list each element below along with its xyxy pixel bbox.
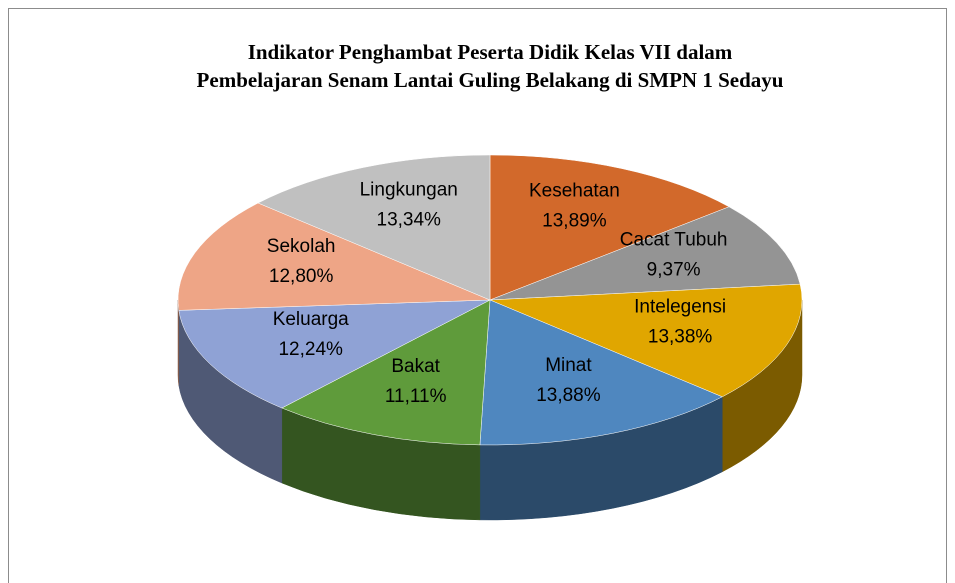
slice-value-label: 13,34%	[377, 210, 442, 231]
slice	[177, 202, 491, 311]
slice-value-label: 11,11%	[385, 386, 447, 407]
slice	[489, 283, 803, 398]
slice	[257, 154, 491, 301]
slice-label: Lingkungan	[360, 180, 458, 201]
slice-label: Bakat	[391, 356, 440, 377]
slice-label: Cacat Tubuh	[620, 229, 728, 250]
slice-label: Sekolah	[267, 236, 336, 257]
chart-frame	[8, 8, 947, 583]
slice-value-label: 13,88%	[536, 385, 601, 406]
slice-label: Minat	[545, 355, 592, 376]
slice	[178, 299, 491, 409]
slice-value-label: 13,38%	[648, 326, 713, 347]
chart-title: Indikator Penghambat Peserta Didik Kelas…	[196, 40, 784, 92]
slice-label: Intelegensi	[634, 296, 726, 317]
slice-label: Keluarga	[273, 309, 349, 330]
slice	[489, 206, 801, 301]
slice-side	[177, 299, 180, 386]
slice-value-label: 12,80%	[269, 266, 334, 287]
slice	[489, 154, 730, 301]
slice-value-label: 9,37%	[647, 259, 701, 280]
slice-label: Kesehatan	[529, 180, 620, 201]
slice	[281, 299, 491, 446]
slice-value-label: 12,24%	[278, 339, 343, 360]
slice	[479, 299, 723, 446]
slice-value-label: 13,89%	[542, 210, 607, 231]
